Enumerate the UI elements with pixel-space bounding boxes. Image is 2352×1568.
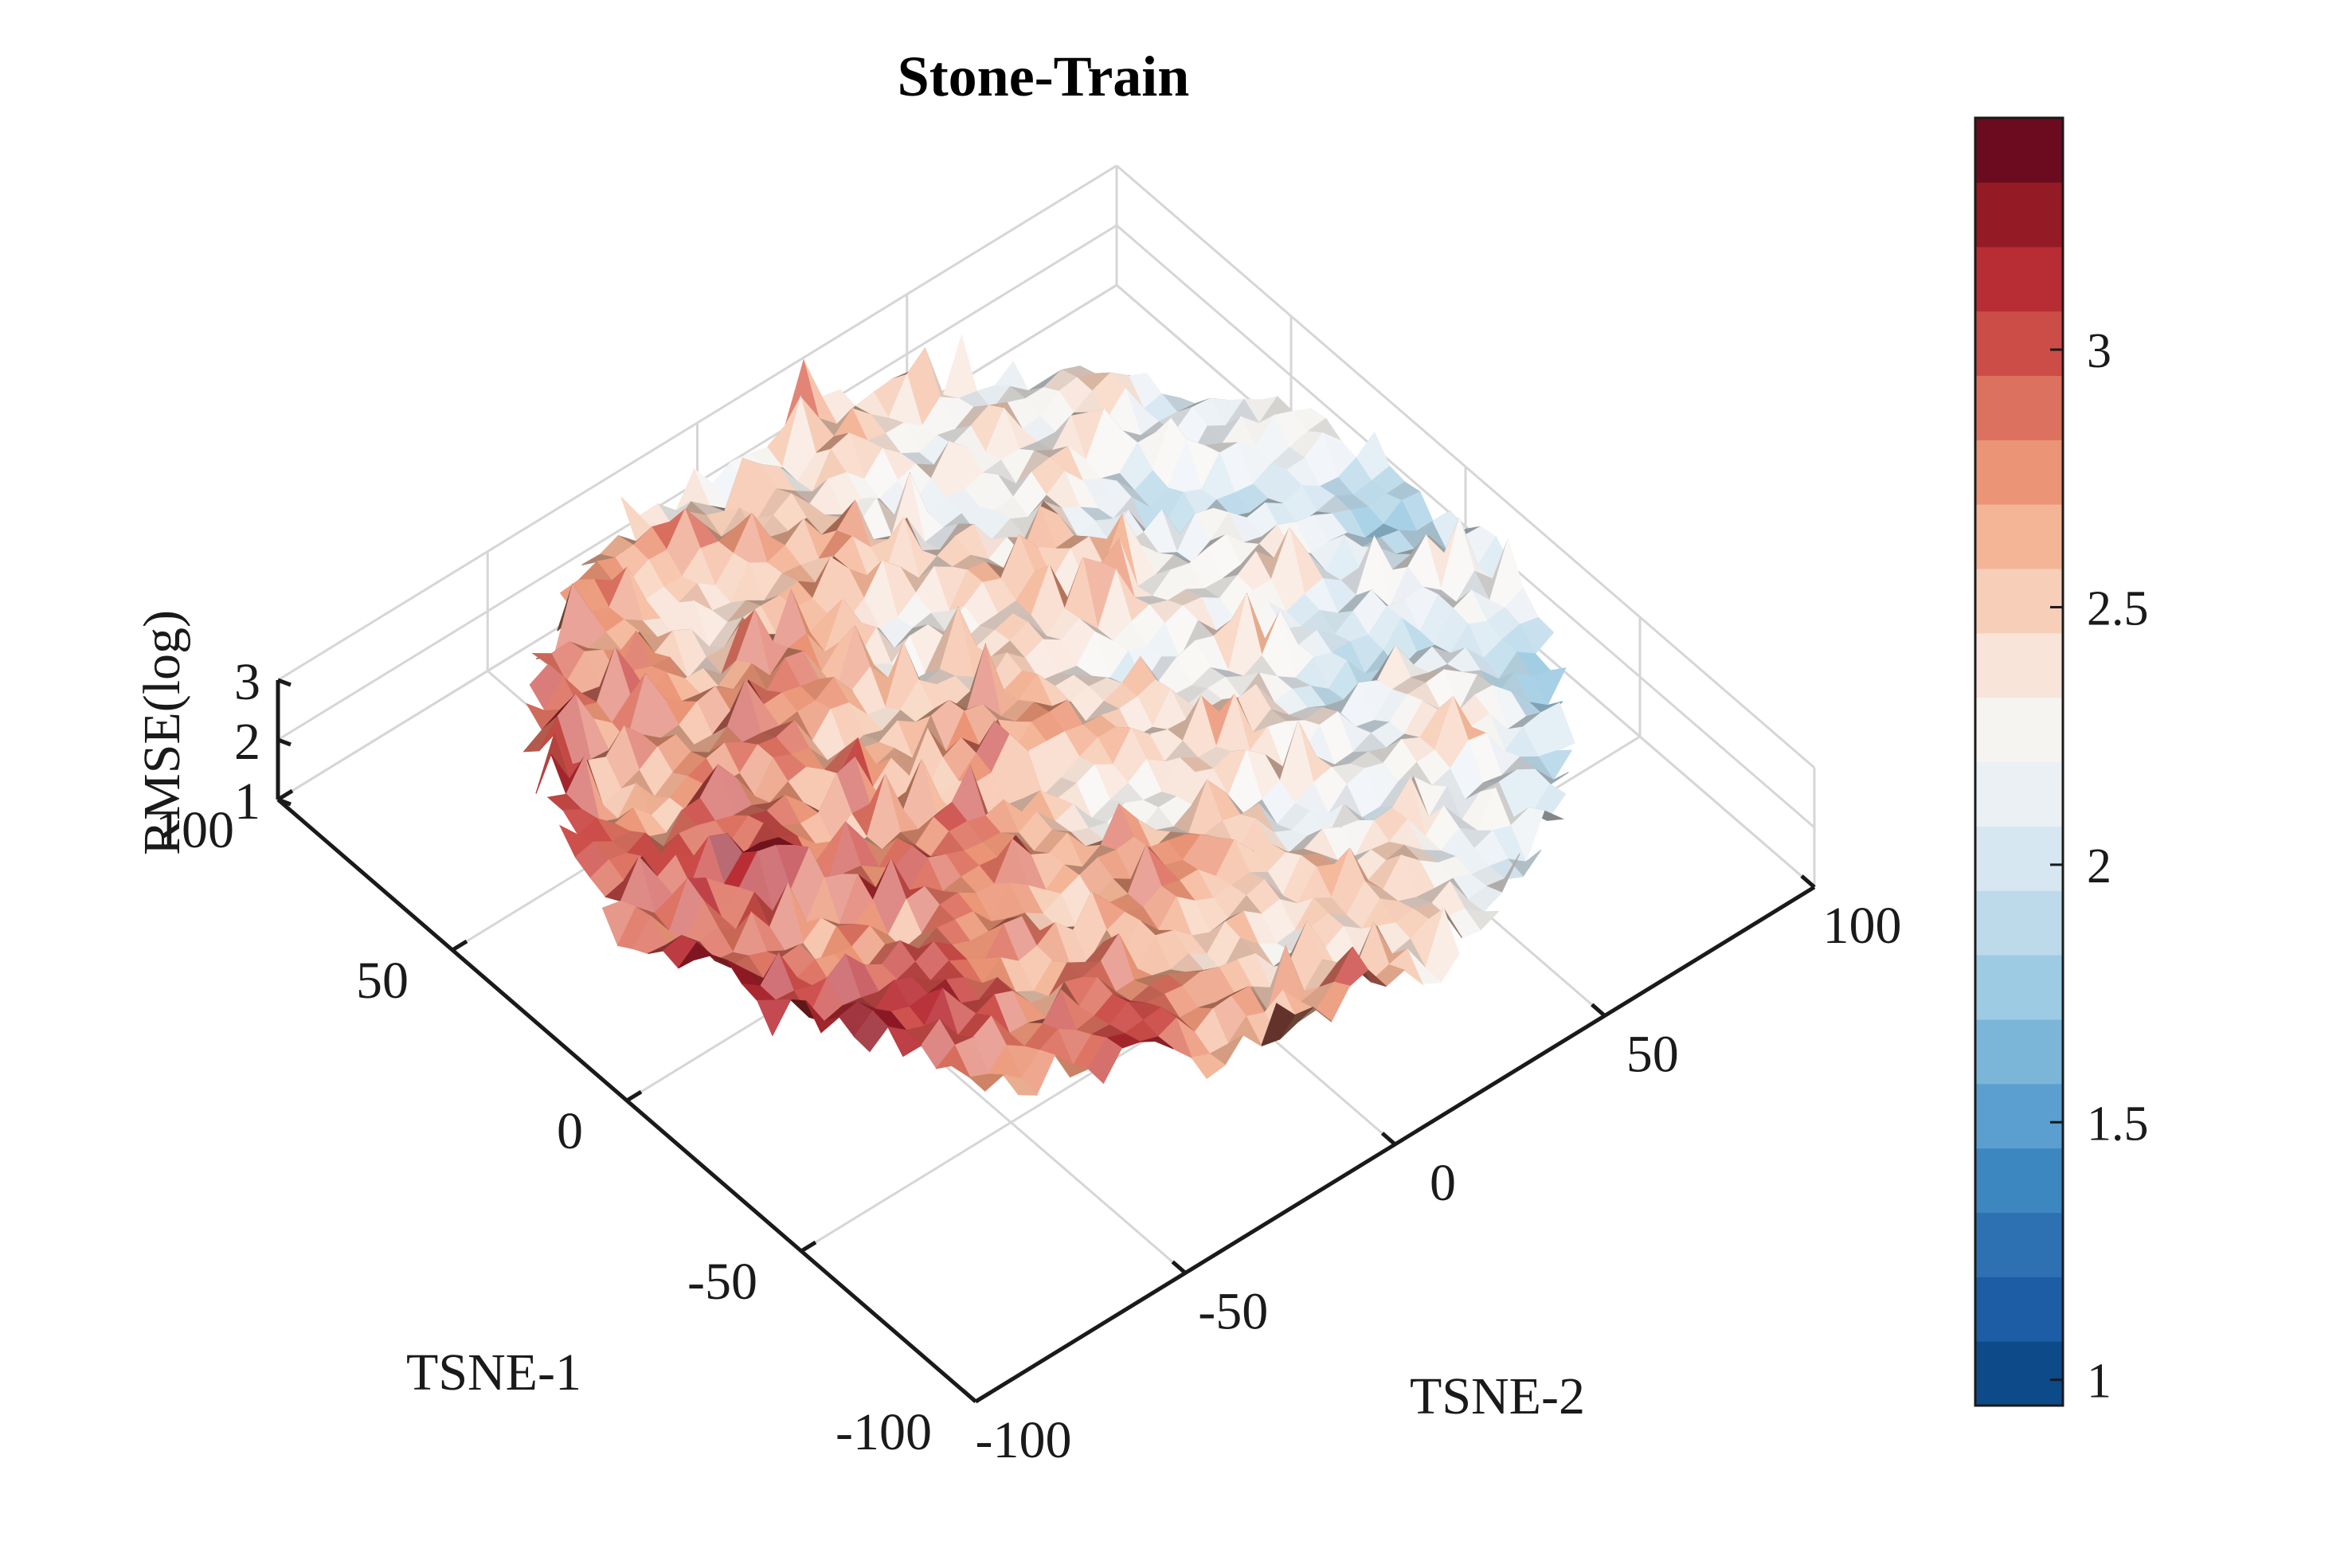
grid-line-25 (1116, 164, 1815, 769)
colorbar-swatch-13 (1975, 504, 2063, 569)
colorbar-swatch-18 (1975, 182, 2063, 248)
surface-cell-1455 (969, 1073, 1005, 1092)
surface-cell-1435 (1140, 1036, 1174, 1050)
z-tick-label-1: 2 (234, 713, 260, 771)
x-tick-mark-3 (451, 939, 468, 952)
y-tick-label-4: 100 (1823, 897, 1902, 955)
x-axis-label: TSNE-1 (406, 1343, 581, 1402)
z-tick-mark-0 (277, 797, 292, 807)
z-tick-mark-2 (277, 678, 292, 687)
colorbar-swatch-7 (1975, 890, 2063, 956)
surface-cell-1445 (805, 1000, 840, 1034)
surface-cell-1447 (1055, 1054, 1090, 1078)
colorbar-swatch-10 (1975, 697, 2063, 763)
colorbar-swatch-11 (1975, 632, 2063, 698)
y-tick-mark-1 (1171, 1260, 1187, 1275)
colorbar-swatch-19 (1975, 118, 2063, 183)
y-tick-label-1: -50 (1198, 1283, 1268, 1341)
x-tick-label-3: 50 (356, 952, 409, 1010)
grid-line-23 (1116, 224, 1815, 829)
colorbar-tick-label-0: 1 (2087, 1355, 2111, 1409)
colorbar-tick-label-1: 1.5 (2087, 1097, 2149, 1151)
colorbar-swatch-0 (1975, 1341, 2063, 1406)
y-axis-label: TSNE-2 (1410, 1367, 1585, 1425)
colorbar-swatch-8 (1975, 826, 2063, 891)
z-tick-label-0: 1 (234, 772, 260, 831)
x-tick-label-4: 100 (155, 801, 234, 859)
x-tick-label-0: -100 (836, 1403, 932, 1461)
colorbar-swatch-17 (1975, 246, 2063, 312)
colorbar-tick-label-2: 2 (2087, 839, 2111, 893)
colorbar-swatch-1 (1975, 1277, 2063, 1342)
x-tick-mark-0 (974, 1390, 992, 1404)
surface (522, 334, 1575, 1097)
surface-cell-16 (942, 334, 978, 400)
surface-cell-1452 (886, 1026, 922, 1058)
x-tick-mark-2 (625, 1089, 643, 1103)
colorbar: 1 1.5 2 2.5 3 (1974, 116, 2149, 1409)
grid-line-24 (277, 164, 1117, 682)
y-tick-label-0: -100 (976, 1411, 1072, 1469)
colorbar-swatch-3 (1975, 1148, 2063, 1213)
z-tick-mark-1 (277, 737, 292, 747)
colorbar-swatch-14 (1975, 440, 2063, 505)
colorbar-swatch-9 (1975, 761, 2063, 827)
y-tick-mark-3 (1591, 1003, 1606, 1018)
surface-cell-1454 (1002, 1073, 1039, 1096)
surface-cell-1456 (935, 1044, 972, 1079)
colorbar-swatch-4 (1975, 1083, 2063, 1149)
surface-cell-1388 (678, 941, 714, 969)
y-tick-label-3: 50 (1626, 1026, 1679, 1084)
surface-cell-1421 (1190, 1053, 1227, 1079)
colorbar-swatch-12 (1975, 569, 2063, 634)
chart-title: Stone-Train (898, 45, 1190, 108)
surface-cell-1389 (1260, 1003, 1296, 1047)
colorbar-swatch-15 (1975, 375, 2063, 440)
x-tick-label-1: -50 (687, 1253, 757, 1311)
colorbar-swatch-16 (1975, 311, 2063, 376)
y-tick-mark-4 (1800, 874, 1816, 889)
x-tick-mark-4 (276, 788, 294, 802)
y-tick-label-2: 0 (1430, 1154, 1456, 1212)
colorbar-tick-label-3: 2.5 (2087, 581, 2149, 635)
surface-cell-1453 (854, 1010, 889, 1053)
surface-cell-1446 (1087, 1037, 1123, 1085)
colorbar-frame (1974, 116, 2064, 1407)
x-tick-mark-1 (800, 1240, 817, 1253)
z-tick-label-2: 3 (234, 653, 260, 711)
colorbar-tick-label-4: 3 (2087, 324, 2111, 378)
y-tick-mark-0 (961, 1389, 977, 1403)
surface-cell-1434 (756, 999, 792, 1037)
z-axis-label: RMSE(log) (133, 610, 191, 855)
y-tick-mark-2 (1380, 1132, 1397, 1146)
colorbar-swatch-2 (1975, 1212, 2063, 1277)
colorbar-swatch-5 (1975, 1019, 2063, 1085)
colorbar-swatch-6 (1975, 955, 2063, 1020)
x-tick-label-2: 0 (557, 1102, 583, 1160)
